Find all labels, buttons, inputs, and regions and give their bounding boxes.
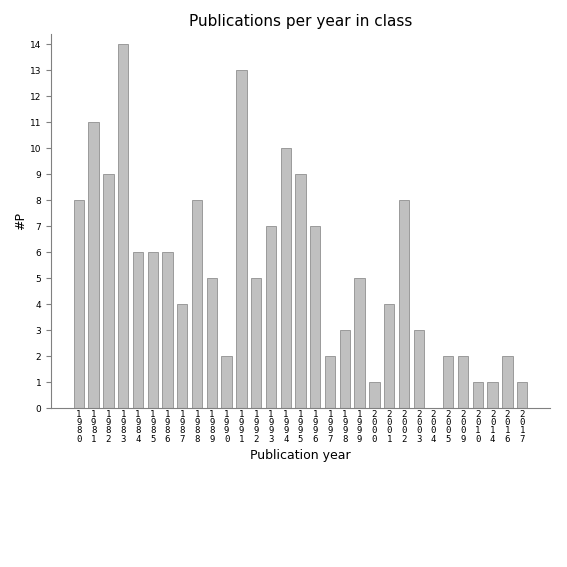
Bar <box>369 382 379 408</box>
Bar <box>458 356 468 408</box>
Y-axis label: #P: #P <box>14 212 27 230</box>
Bar <box>310 226 320 408</box>
Bar <box>222 356 232 408</box>
Bar <box>207 278 217 408</box>
Bar <box>325 356 335 408</box>
Bar <box>192 200 202 408</box>
Bar <box>103 175 113 408</box>
Bar <box>281 149 291 408</box>
Bar <box>295 175 306 408</box>
Bar <box>488 382 498 408</box>
Bar <box>473 382 483 408</box>
Bar <box>251 278 261 408</box>
Bar <box>88 122 99 408</box>
Bar <box>236 70 247 408</box>
Bar <box>177 304 188 408</box>
Bar <box>266 226 276 408</box>
Bar <box>74 200 84 408</box>
X-axis label: Publication year: Publication year <box>250 449 351 462</box>
Bar <box>133 252 143 408</box>
Bar <box>354 278 365 408</box>
Bar <box>517 382 527 408</box>
Bar <box>443 356 454 408</box>
Bar <box>340 330 350 408</box>
Bar <box>118 44 128 408</box>
Bar <box>502 356 513 408</box>
Title: Publications per year in class: Publications per year in class <box>189 14 412 29</box>
Bar <box>384 304 394 408</box>
Bar <box>147 252 158 408</box>
Bar <box>413 330 424 408</box>
Bar <box>399 200 409 408</box>
Bar <box>162 252 173 408</box>
